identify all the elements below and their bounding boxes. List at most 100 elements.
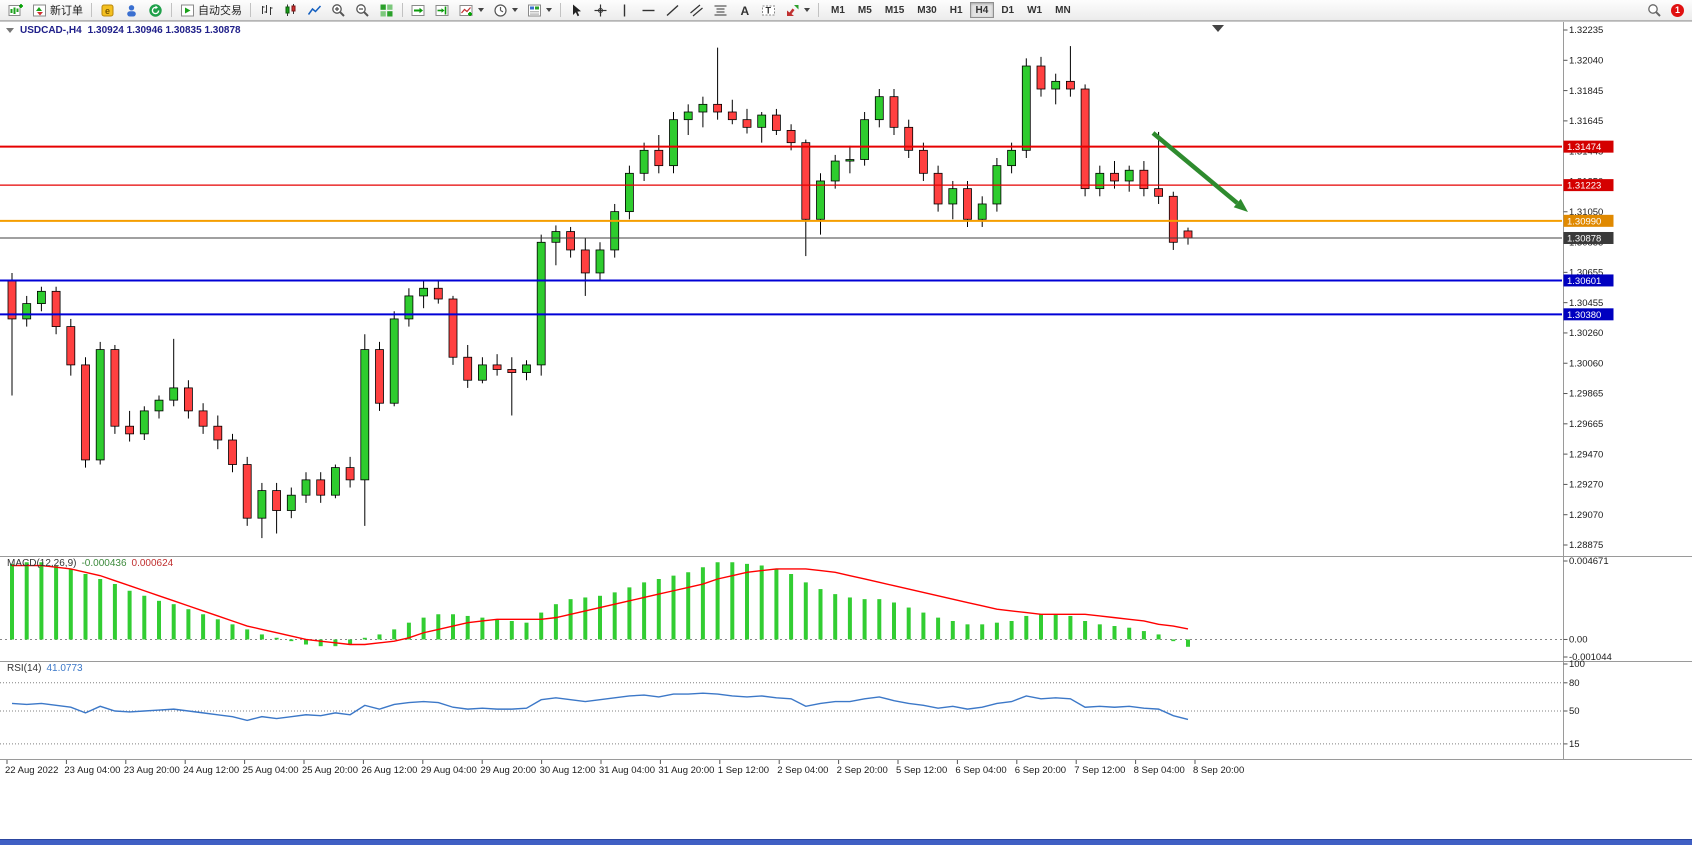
indicators-caret-icon: [478, 8, 484, 12]
notifications-button[interactable]: 1: [1667, 1, 1688, 19]
price-badge: 1.30380: [1563, 308, 1614, 321]
svg-text:31 Aug 04:00: 31 Aug 04:00: [599, 765, 655, 776]
svg-text:30 Aug 12:00: 30 Aug 12:00: [540, 765, 596, 776]
svg-text:25 Aug 04:00: 25 Aug 04:00: [243, 765, 299, 776]
chart-shift-icon: [435, 4, 449, 16]
svg-text:1.30060: 1.30060: [1569, 358, 1603, 369]
svg-text:0.004671: 0.004671: [1569, 556, 1609, 567]
search-button[interactable]: [1643, 1, 1666, 19]
fibonacci-button[interactable]: [709, 1, 732, 19]
timeframe-d1-button[interactable]: D1: [995, 2, 1020, 18]
svg-text:6 Sep 20:00: 6 Sep 20:00: [1015, 765, 1066, 776]
autoscroll-icon: [411, 4, 425, 16]
svg-text:1.30601: 1.30601: [1567, 276, 1601, 287]
toolbar: 新订单 e 自动交易: [0, 0, 1692, 21]
periods-button[interactable]: [489, 1, 522, 19]
crosshair-button[interactable]: [589, 1, 612, 19]
timeframe-h4-button[interactable]: H4: [969, 2, 995, 18]
svg-text:6 Sep 04:00: 6 Sep 04:00: [955, 765, 1006, 776]
svg-text:1.30990: 1.30990: [1567, 216, 1601, 227]
tile-windows-button[interactable]: [375, 1, 398, 19]
channel-button[interactable]: [685, 1, 708, 19]
new-order-icon: [33, 4, 46, 16]
zoom-out-icon: [356, 3, 369, 17]
svg-text:23 Aug 04:00: 23 Aug 04:00: [64, 765, 120, 776]
profiles-button[interactable]: [120, 1, 143, 19]
chart-shift-button[interactable]: [431, 1, 454, 19]
timeframe-m5-button[interactable]: M5: [852, 2, 878, 18]
price-badge: 1.30990: [1563, 214, 1614, 227]
timeframe-mn-button[interactable]: MN: [1049, 2, 1077, 18]
metaeditor-button[interactable]: e: [96, 1, 119, 19]
templates-caret-icon: [546, 8, 552, 12]
svg-text:e: e: [105, 6, 110, 16]
zoom-in-button[interactable]: [327, 1, 350, 19]
candles: [7, 46, 1193, 539]
toolbar-separator: [818, 3, 819, 17]
new-order-button[interactable]: 新订单: [28, 1, 87, 19]
timeframe-m1-button[interactable]: M1: [825, 2, 851, 18]
refresh-button[interactable]: [144, 1, 167, 19]
svg-text:-0.001044: -0.001044: [1569, 652, 1612, 663]
bar-chart-button[interactable]: [255, 1, 278, 19]
svg-text:1.29865: 1.29865: [1569, 389, 1603, 400]
autoscroll-button[interactable]: [407, 1, 430, 19]
new-chart-button[interactable]: [4, 1, 27, 19]
chart-frame: [0, 21, 1692, 845]
timeframe-m30-button[interactable]: M30: [911, 2, 942, 18]
svg-text:1.31645: 1.31645: [1569, 116, 1603, 127]
svg-text:1.31474: 1.31474: [1567, 142, 1601, 153]
svg-text:26 Aug 12:00: 26 Aug 12:00: [361, 765, 417, 776]
svg-text:1 Sep 12:00: 1 Sep 12:00: [718, 765, 769, 776]
arrows-button[interactable]: [781, 1, 814, 19]
timeframe-m15-button[interactable]: M15: [879, 2, 910, 18]
periods-caret-icon: [512, 8, 518, 12]
svg-text:8 Sep 04:00: 8 Sep 04:00: [1134, 765, 1185, 776]
metaeditor-icon: e: [101, 4, 114, 16]
text-label-button[interactable]: T: [757, 1, 780, 19]
cursor-icon: [573, 4, 581, 16]
new-order-label: 新订单: [50, 5, 83, 17]
horizontal-line-button[interactable]: [637, 1, 660, 19]
svg-text:1.28875: 1.28875: [1569, 540, 1603, 551]
price-badge: 1.31223: [1563, 179, 1614, 192]
price-badge: 1.30878: [1563, 231, 1614, 244]
templates-button[interactable]: [523, 1, 556, 19]
svg-text:80: 80: [1569, 678, 1580, 689]
tile-windows-icon: [380, 4, 393, 16]
svg-text:8 Sep 20:00: 8 Sep 20:00: [1193, 765, 1244, 776]
one-click-trading-arrow[interactable]: [6, 28, 14, 33]
svg-text:A: A: [741, 4, 750, 18]
timeframe-w1-button[interactable]: W1: [1021, 2, 1048, 18]
svg-text:1.32040: 1.32040: [1569, 55, 1603, 66]
svg-text:50: 50: [1569, 706, 1580, 717]
svg-text:1.29270: 1.29270: [1569, 480, 1603, 491]
vertical-line-button[interactable]: [613, 1, 636, 19]
text-button[interactable]: A: [733, 1, 756, 19]
cursor-button[interactable]: [565, 1, 588, 19]
trend-arrow[interactable]: [1151, 131, 1248, 212]
svg-text:1.31845: 1.31845: [1569, 86, 1603, 97]
svg-text:1.29070: 1.29070: [1569, 510, 1603, 521]
svg-text:31 Aug 20:00: 31 Aug 20:00: [658, 765, 714, 776]
notification-badge: 1: [1671, 3, 1684, 17]
chart-shift-marker[interactable]: [1212, 25, 1224, 32]
toolbar-separator: [250, 3, 251, 17]
time-axis: 22 Aug 2022 23 Aug 04:00 23 Aug 20:00 24 Au…: [5, 760, 1244, 776]
zoom-out-button[interactable]: [351, 1, 374, 19]
timeframe-group: M1 M5 M15 M30 H1 H4 D1 W1 MN: [825, 2, 1077, 18]
line-chart-button[interactable]: [303, 1, 326, 19]
svg-text:2 Sep 04:00: 2 Sep 04:00: [777, 765, 828, 776]
trendline-button[interactable]: [661, 1, 684, 19]
svg-text:1.30380: 1.30380: [1567, 310, 1601, 321]
autotrading-button[interactable]: 自动交易: [176, 1, 246, 19]
indicators-button[interactable]: [455, 1, 488, 19]
svg-text:1.30260: 1.30260: [1569, 328, 1603, 339]
candlestick-chart-button[interactable]: [279, 1, 302, 19]
timeframe-h1-button[interactable]: H1: [944, 2, 969, 18]
horizontal-level-lines[interactable]: 1.31474 1.31223 1.30990 1.30878 1.30601 1.303…: [0, 140, 1614, 321]
channel-icon: [690, 4, 703, 16]
vertical-line-icon: [623, 4, 626, 16]
